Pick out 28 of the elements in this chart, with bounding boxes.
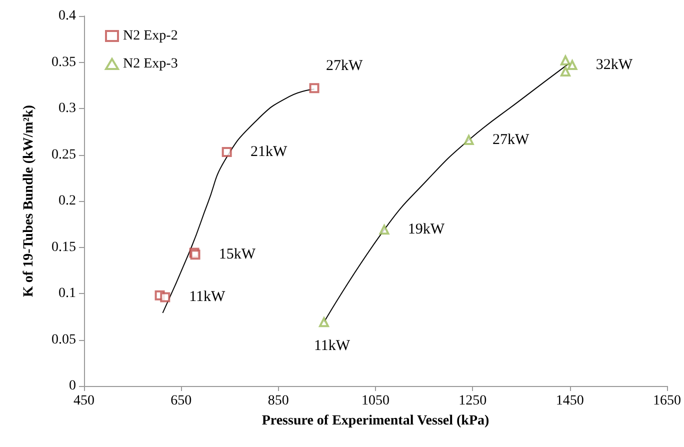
y-tick-label: 0.3 [58, 101, 76, 116]
x-tick-label: 850 [268, 394, 289, 408]
annotation: 27kW [492, 132, 530, 148]
annotation: 15kW [218, 246, 256, 263]
annotation: 11kW [314, 338, 351, 354]
x-tick-label: 1650 [653, 394, 681, 408]
y-tick-label: 0.35 [52, 54, 76, 70]
x-axis-title: Pressure of Experimental Vessel (kPa) [262, 414, 490, 428]
x-tick-label: 450 [74, 394, 94, 408]
y-tick-label: 0.05 [52, 332, 76, 348]
annotation: 21kW [250, 144, 288, 160]
annotation: 19kW [408, 222, 446, 238]
y-tick-label: 0.4 [58, 8, 76, 24]
legend-label: N2 Exp-3 [123, 56, 178, 72]
annotation: 11kW [189, 289, 226, 306]
x-tick-label: 1050 [362, 394, 390, 408]
y-tick-label: 0 [69, 378, 76, 394]
y-tick-label: 0.15 [52, 240, 76, 255]
y-tick-label: 0.2 [58, 194, 76, 208]
legend-label: N2 Exp-2 [123, 28, 178, 44]
y-tick-label: 0.25 [52, 147, 76, 162]
x-tick-label: 1450 [556, 394, 584, 408]
y-axis-title: K of 19-Tubes Bundle (kW/m²k) [22, 104, 36, 297]
annotation: 27kW [326, 58, 364, 74]
annotation: 32kW [596, 57, 634, 74]
x-tick-label: 1250 [458, 394, 487, 408]
y-tick-label: 0.1 [58, 286, 76, 301]
x-tick-label: 650 [170, 394, 192, 408]
